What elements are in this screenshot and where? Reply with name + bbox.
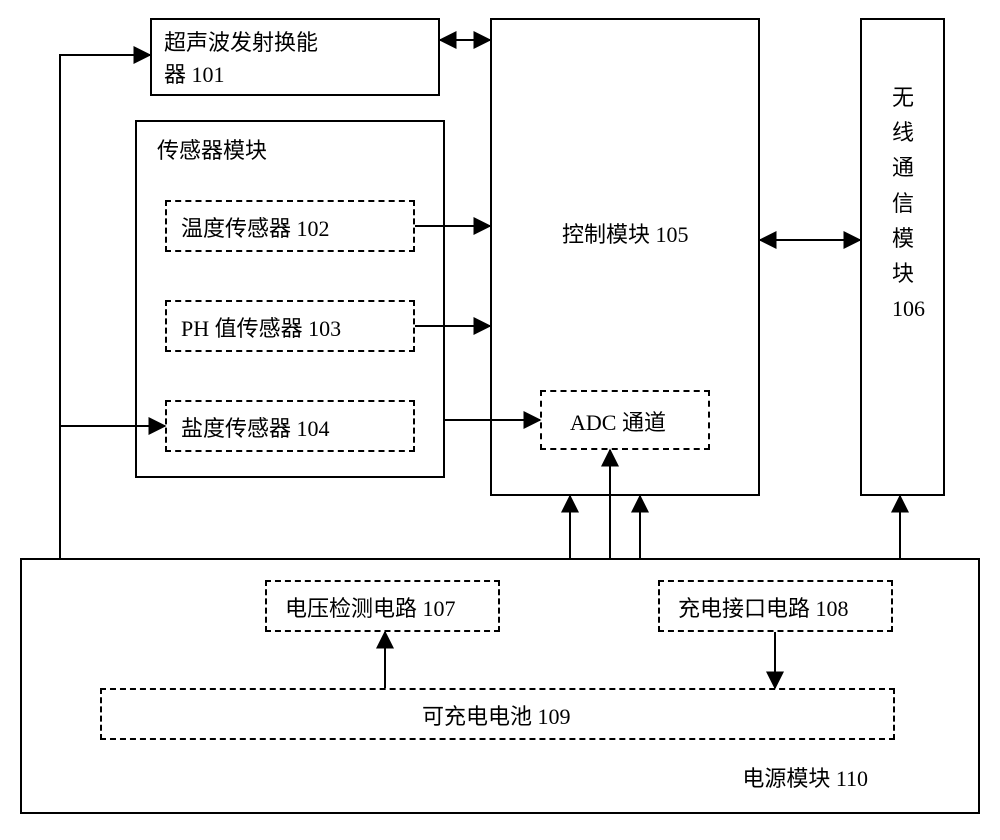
box-adc: ADC 通道 [540, 390, 710, 450]
label-sensor-module: 传感器模块 [157, 136, 267, 166]
label-battery: 可充电电池 109 [422, 702, 571, 732]
box-sensor-salt: 盐度传感器 104 [165, 400, 415, 452]
label-sensor-temp: 温度传感器 102 [181, 214, 330, 244]
box-wireless: 无 线 通 信 模 块 106 [860, 18, 945, 496]
label-transmitter-l1: 超声波发射换能 [164, 28, 318, 58]
box-volt-detect: 电压检测电路 107 [265, 580, 500, 632]
label-sensor-ph: PH 值传感器 103 [181, 314, 341, 344]
label-power-module: 电源模块 110 [742, 764, 868, 794]
label-volt-detect: 电压检测电路 107 [285, 594, 456, 624]
label-adc: ADC 通道 [570, 408, 666, 438]
label-wireless: 无 线 通 信 模 块 106 [892, 80, 925, 326]
label-sensor-salt: 盐度传感器 104 [181, 414, 330, 444]
diagram-root: 超声波发射换能 器 101 传感器模块 温度传感器 102 PH 值传感器 10… [0, 0, 1000, 840]
label-control: 控制模块 105 [562, 220, 689, 250]
label-charge-if: 充电接口电路 108 [678, 594, 849, 624]
box-sensor-ph: PH 值传感器 103 [165, 300, 415, 352]
box-transmitter: 超声波发射换能 器 101 [150, 18, 440, 96]
box-charge-if: 充电接口电路 108 [658, 580, 893, 632]
box-battery: 可充电电池 109 [100, 688, 895, 740]
label-transmitter-l2: 器 101 [164, 60, 225, 90]
box-sensor-temp: 温度传感器 102 [165, 200, 415, 252]
